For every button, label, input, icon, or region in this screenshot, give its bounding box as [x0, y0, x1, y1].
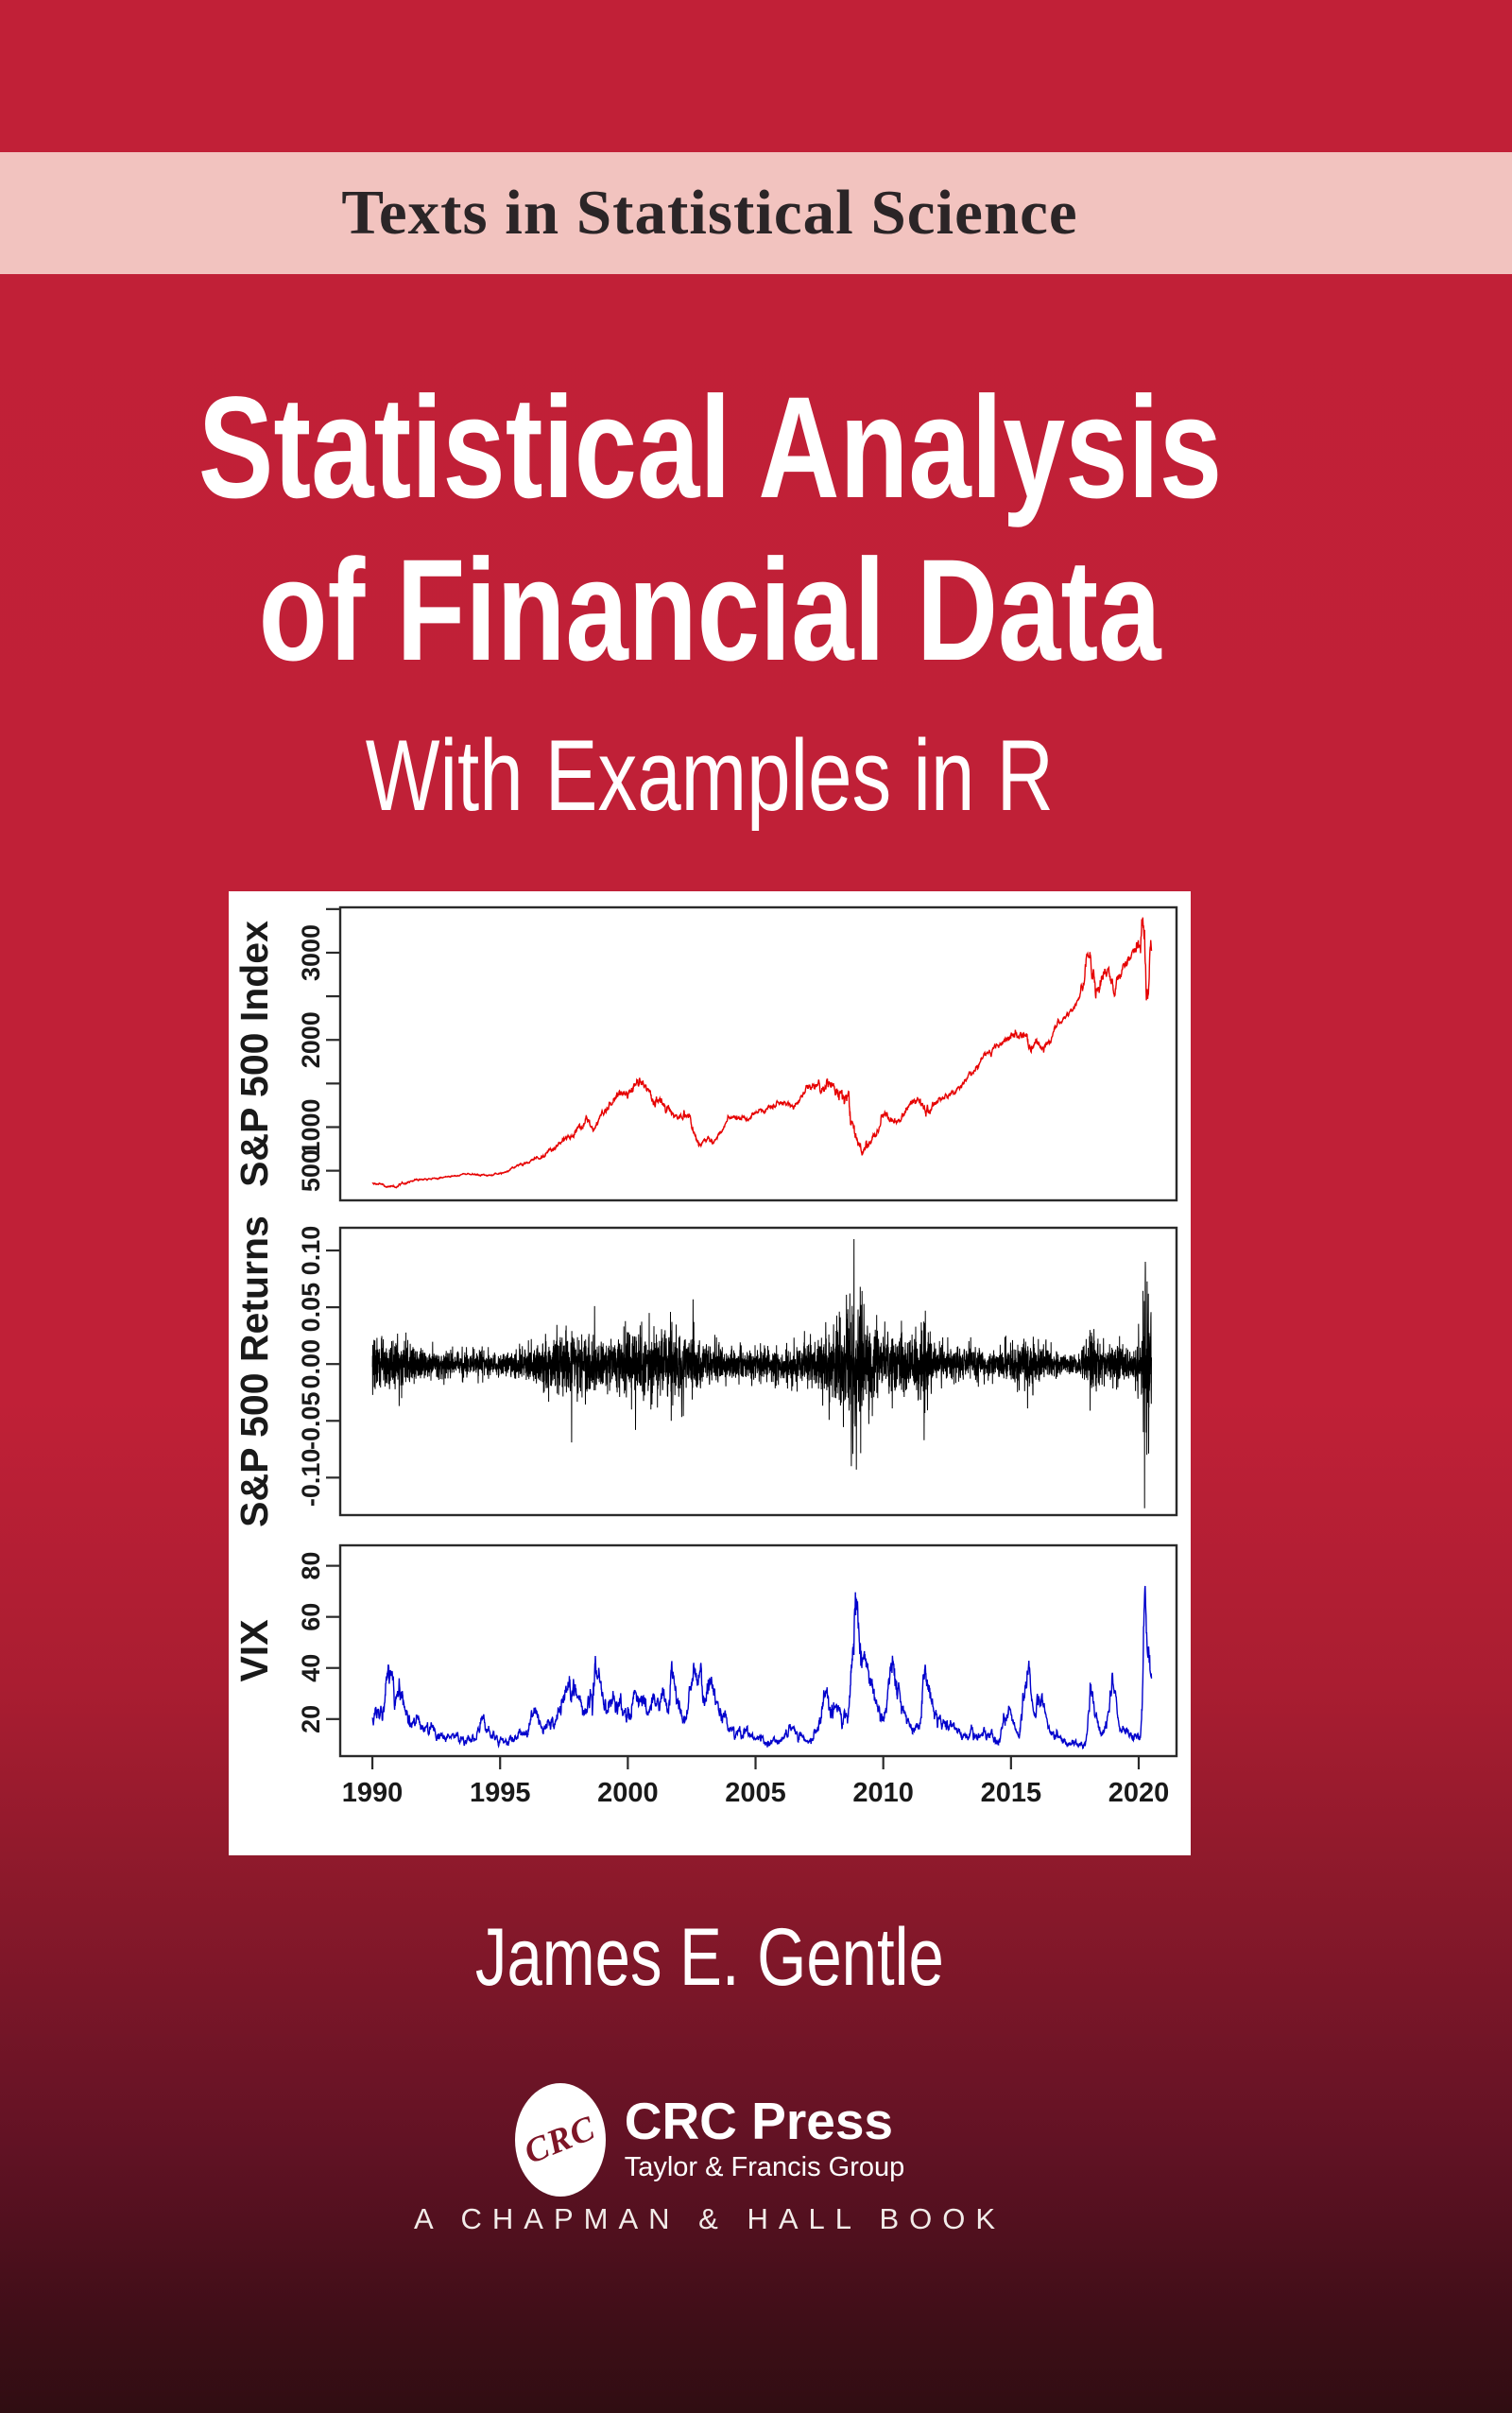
svg-text:1990: 1990	[342, 1778, 404, 1808]
svg-text:3000: 3000	[297, 924, 325, 981]
svg-text:2015: 2015	[981, 1778, 1042, 1808]
svg-text:2000: 2000	[597, 1778, 659, 1808]
svg-text:0.10: 0.10	[297, 1226, 325, 1276]
publisher-logo: CRC CRC Press Taylor & Francis Group	[0, 2083, 1419, 2197]
series-banner-label: Texts in Statistical Science	[341, 178, 1078, 248]
publisher-name: CRC Press	[624, 2092, 894, 2150]
svg-text:2000: 2000	[297, 1011, 325, 1068]
crc-monogram: CRC	[519, 2108, 602, 2172]
crc-logo-icon: CRC	[514, 2083, 606, 2197]
svg-text:1000: 1000	[297, 1098, 325, 1155]
book-subtitle: With Examples in R	[365, 718, 1055, 832]
title-line2: of Financial Data	[258, 529, 1161, 691]
figure-panel: 500 1000 2000 3000 S&P 500 Index -0.10 -0.05 0.…	[229, 891, 1191, 1855]
svg-text:40: 40	[297, 1654, 325, 1682]
svg-text:S&P 500 Index: S&P 500 Index	[232, 921, 276, 1187]
svg-text:60: 60	[297, 1603, 325, 1631]
imprint-line: A CHAPMAN & HALL BOOK	[413, 2202, 1006, 2235]
svg-text:S&P 500 Returns: S&P 500 Returns	[232, 1215, 276, 1527]
svg-text:1995: 1995	[470, 1778, 531, 1808]
author-name: James E. Gentle	[475, 1912, 944, 2003]
svg-text:80: 80	[297, 1552, 325, 1580]
title-line1: Statistical Analysis	[198, 367, 1222, 528]
svg-text:0.05: 0.05	[297, 1283, 325, 1333]
svg-text:2010: 2010	[852, 1778, 914, 1808]
svg-text:20: 20	[297, 1705, 325, 1733]
svg-text:0.00: 0.00	[297, 1339, 325, 1389]
series-banner: Texts in Statistical Science	[0, 152, 1512, 274]
svg-text:-0.05: -0.05	[297, 1391, 325, 1450]
svg-text:2020: 2020	[1108, 1778, 1170, 1808]
book-title: Statistical Analysis of Financial Data	[0, 367, 1419, 692]
svg-text:2005: 2005	[725, 1778, 786, 1808]
svg-text:-0.10: -0.10	[297, 1449, 325, 1508]
svg-text:500: 500	[297, 1149, 325, 1192]
svg-text:VIX: VIX	[232, 1619, 276, 1681]
publisher-group: Taylor & Francis Group	[624, 2152, 905, 2182]
publisher-text: CRC Press Taylor & Francis Group	[625, 2094, 905, 2186]
